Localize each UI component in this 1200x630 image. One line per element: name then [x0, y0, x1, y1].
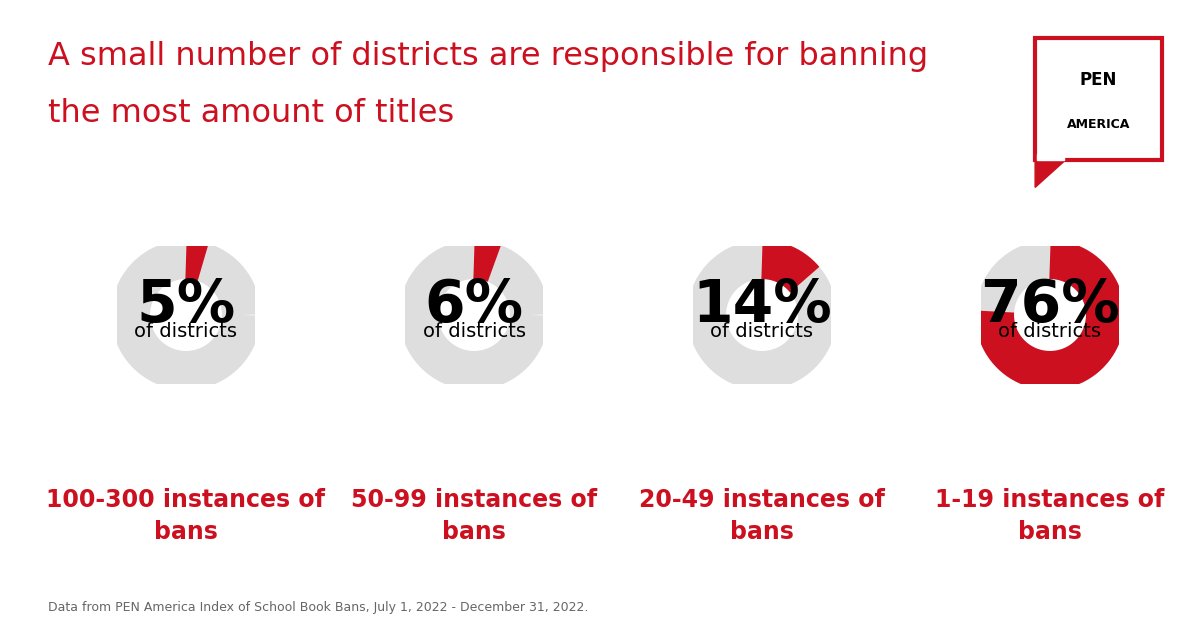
Text: PEN: PEN: [1080, 71, 1117, 89]
Text: 14%: 14%: [692, 277, 832, 333]
Text: of districts: of districts: [422, 322, 526, 341]
Text: AMERICA: AMERICA: [1067, 118, 1130, 131]
Text: of districts: of districts: [998, 322, 1102, 341]
Text: the most amount of titles: the most amount of titles: [48, 98, 455, 129]
Text: 6%: 6%: [425, 277, 523, 333]
Text: 50-99 instances of
bans: 50-99 instances of bans: [350, 488, 598, 544]
Text: 76%: 76%: [980, 277, 1120, 333]
FancyBboxPatch shape: [1036, 38, 1162, 160]
Text: of districts: of districts: [134, 322, 238, 341]
Text: of districts: of districts: [710, 322, 814, 341]
Text: 5%: 5%: [137, 277, 235, 333]
Text: A small number of districts are responsible for banning: A small number of districts are responsi…: [48, 41, 928, 72]
Text: 20-49 instances of
bans: 20-49 instances of bans: [640, 488, 884, 544]
Polygon shape: [1036, 160, 1066, 187]
Text: Data from PEN America Index of School Book Bans, July 1, 2022 - December 31, 202: Data from PEN America Index of School Bo…: [48, 601, 588, 614]
Text: 1-19 instances of
bans: 1-19 instances of bans: [935, 488, 1165, 544]
Text: 100-300 instances of
bans: 100-300 instances of bans: [47, 488, 325, 544]
Polygon shape: [1037, 154, 1064, 160]
